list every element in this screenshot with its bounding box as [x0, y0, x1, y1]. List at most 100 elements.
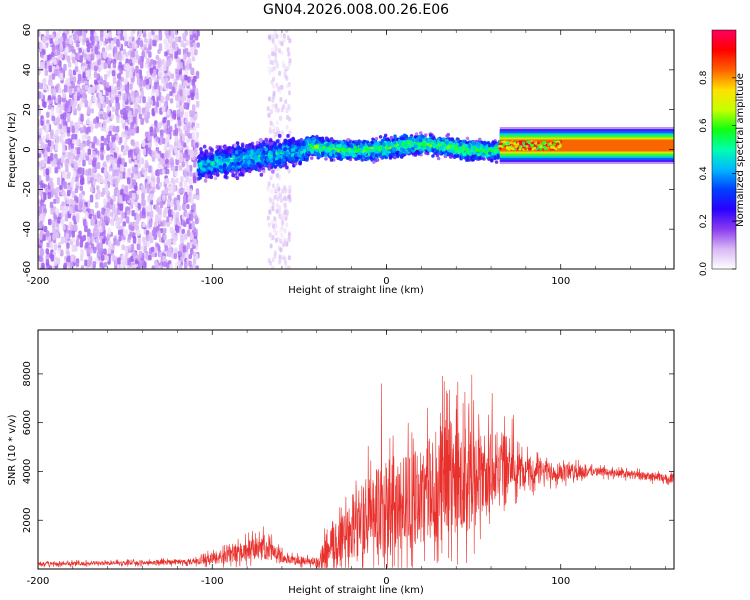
- heatmap-cell: [62, 224, 66, 231]
- heatmap-cell: [278, 214, 282, 220]
- heatmap-cell: [105, 96, 109, 105]
- heatmap-cell: [62, 118, 67, 126]
- heatmap-cell: [50, 129, 54, 136]
- heatmap-cell: [199, 161, 203, 166]
- heatmap-cell: [51, 219, 56, 228]
- heatmap-cell: [104, 215, 108, 223]
- heatmap-cell: [215, 145, 219, 149]
- heatmap-cell: [275, 202, 279, 208]
- heatmap-cell: [177, 120, 182, 127]
- heatmap-cell: [160, 221, 164, 227]
- heatmap-cell: [186, 204, 190, 210]
- heatmap-cell: [118, 54, 123, 62]
- heatmap-cell: [39, 42, 43, 49]
- heatmap-cell: [239, 154, 243, 159]
- heatmap-cell: [175, 225, 180, 234]
- heatmap-cell: [121, 255, 126, 263]
- heatmap-cell: [127, 150, 132, 158]
- heatmap-cell: [90, 108, 94, 114]
- heatmap-cell: [124, 185, 129, 192]
- heatmap-cell: [268, 209, 272, 215]
- heatmap-cell: [71, 133, 75, 140]
- heatmap-cell: [59, 72, 64, 81]
- heatmap-cell: [161, 77, 165, 85]
- heatmap-cell: [184, 233, 188, 240]
- heatmap-cell: [283, 147, 287, 152]
- heatmap-cell: [115, 146, 119, 154]
- heatmap-cell: [121, 131, 125, 138]
- heatmap-cell: [291, 137, 295, 142]
- heatmap-cell: [97, 103, 102, 109]
- heatmap-cell: [274, 145, 278, 150]
- heatmap-cell: [150, 246, 155, 253]
- heatmap-cell: [96, 210, 101, 219]
- heatmap-cell: [82, 72, 86, 79]
- heatmap-cell: [72, 171, 77, 178]
- heatmap-cell: [74, 123, 79, 129]
- heatmap-cell: [131, 210, 135, 217]
- heatmap-cell: [199, 150, 204, 155]
- heatmap-cell: [170, 73, 175, 79]
- heatmap-cell: [38, 137, 43, 144]
- heatmap-cell: [123, 95, 127, 102]
- heatmap-cell: [83, 98, 88, 104]
- heatmap-cell: [278, 70, 282, 76]
- heatmap-cell: [42, 36, 46, 44]
- heatmap-cell: [76, 138, 80, 146]
- heatmap-cell: [185, 211, 190, 219]
- heatmap-cell: [92, 159, 96, 168]
- heatmap-cell: [192, 104, 196, 112]
- heatmap-cell: [60, 133, 65, 140]
- heatmap-cell: [278, 259, 281, 265]
- heatmap-cell: [285, 165, 289, 170]
- heatmap-cell: [56, 177, 61, 186]
- heatmap-cell: [67, 184, 71, 191]
- heatmap-cell: [68, 88, 73, 96]
- heatmap-cell: [166, 199, 171, 207]
- heatmap-cell: [80, 265, 85, 269]
- heatmap-cell: [281, 220, 285, 226]
- heatmap-cell: [172, 41, 176, 49]
- heatmap-cell: [116, 116, 120, 124]
- heatmap-cell: [288, 57, 292, 63]
- heatmap-cell: [115, 221, 119, 227]
- heatmap-cell: [122, 148, 126, 156]
- heatmap-cell: [49, 201, 54, 209]
- heatmap-cell: [180, 236, 184, 244]
- heatmap-cell: [171, 165, 176, 171]
- heatmap-cell: [117, 229, 122, 236]
- heatmap-cell: [87, 148, 91, 156]
- heatmap-cell: [284, 73, 288, 79]
- heatmap-cell: [92, 246, 97, 254]
- heatmap-cell: [92, 85, 96, 94]
- heatmap-cell: [130, 90, 135, 98]
- heatmap-cell: [143, 241, 147, 247]
- heatmap-cell: [51, 73, 56, 80]
- heatmap-cell: [278, 192, 282, 197]
- heatmap-cell: [85, 241, 89, 249]
- heatmap-cell: [189, 213, 194, 222]
- heatmap-cell: [96, 73, 101, 81]
- heatmap-cell: [109, 125, 113, 132]
- heatmap-cell: [276, 126, 280, 132]
- heatmap-cell: [47, 104, 52, 110]
- heatmap-cell: [172, 110, 177, 117]
- heatmap-cell: [173, 253, 178, 260]
- heatmap-cell: [65, 100, 69, 109]
- heatmap-cell: [191, 131, 195, 139]
- heatmap-cell: [131, 58, 136, 64]
- heatmap-cell: [152, 39, 156, 47]
- heatmap-cell: [285, 210, 289, 216]
- heatmap-cell: [137, 229, 141, 236]
- heatmap-cell: [62, 112, 67, 120]
- heatmap-cell: [55, 196, 60, 204]
- heatmap-cell: [159, 157, 163, 165]
- heatmap-cell: [50, 153, 54, 161]
- heatmap-cell: [185, 251, 189, 259]
- heatmap-cell: [63, 181, 68, 190]
- heatmap-cell: [162, 261, 167, 268]
- heatmap-cell: [285, 83, 289, 89]
- heatmap-cell: [176, 199, 180, 206]
- heatmap-cell: [170, 199, 175, 208]
